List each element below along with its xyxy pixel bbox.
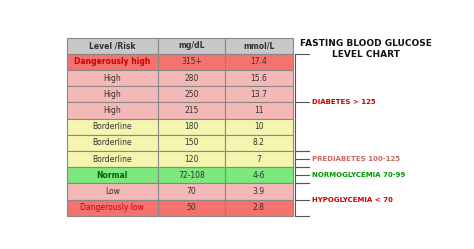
Text: High: High (103, 90, 121, 99)
Bar (225, 102, 292, 119)
Text: 3.9: 3.9 (253, 187, 265, 196)
Text: Dangerously high: Dangerously high (74, 57, 150, 66)
Text: 180: 180 (184, 122, 199, 131)
Bar (158, 102, 225, 119)
Text: Level /Risk: Level /Risk (89, 41, 136, 50)
Bar (158, 54, 225, 70)
Text: 70: 70 (187, 187, 196, 196)
Text: 10: 10 (254, 122, 264, 131)
Bar (158, 135, 225, 151)
Bar (158, 38, 225, 54)
Text: Borderline: Borderline (92, 122, 132, 131)
Bar (225, 135, 292, 151)
Bar (225, 119, 292, 135)
Text: Borderline: Borderline (92, 155, 132, 164)
Text: Dangerously low: Dangerously low (80, 203, 144, 212)
Bar (158, 119, 225, 135)
Bar (158, 167, 225, 184)
Text: 280: 280 (184, 73, 199, 83)
Text: DIABETES > 125: DIABETES > 125 (312, 99, 375, 105)
Bar (225, 184, 292, 200)
Bar (158, 86, 225, 102)
Text: Borderline: Borderline (92, 138, 132, 147)
Text: High: High (103, 106, 121, 115)
Text: mmol/L: mmol/L (243, 41, 274, 50)
Text: 150: 150 (184, 138, 199, 147)
Text: mg/dL: mg/dL (178, 41, 205, 50)
Bar (66, 135, 158, 151)
Bar (158, 70, 225, 86)
Bar (225, 200, 292, 216)
Text: 4-6: 4-6 (253, 171, 265, 180)
Bar (225, 151, 292, 167)
Bar (158, 151, 225, 167)
Text: Normal: Normal (97, 171, 128, 180)
Text: 72-108: 72-108 (178, 171, 205, 180)
Bar (66, 70, 158, 86)
Text: 250: 250 (184, 90, 199, 99)
Text: HYPOGLYCEMIA < 70: HYPOGLYCEMIA < 70 (312, 197, 393, 203)
Bar (66, 200, 158, 216)
Text: 8.2: 8.2 (253, 138, 265, 147)
Bar (225, 167, 292, 184)
Bar (66, 151, 158, 167)
Text: 11: 11 (254, 106, 264, 115)
Bar (66, 119, 158, 135)
Text: 15.6: 15.6 (250, 73, 267, 83)
Bar (66, 86, 158, 102)
Bar (225, 70, 292, 86)
Bar (66, 102, 158, 119)
Bar (158, 184, 225, 200)
Bar (225, 54, 292, 70)
Bar (158, 200, 225, 216)
Text: Low: Low (105, 187, 120, 196)
Text: 13.7: 13.7 (250, 90, 267, 99)
Text: NORMOGLYCEMIA 70-99: NORMOGLYCEMIA 70-99 (312, 172, 405, 178)
Text: 17.4: 17.4 (250, 57, 267, 66)
Bar (66, 54, 158, 70)
Bar (225, 86, 292, 102)
Text: FASTING BLOOD GLUCOSE
LEVEL CHART: FASTING BLOOD GLUCOSE LEVEL CHART (300, 40, 432, 59)
Bar (225, 38, 292, 54)
Bar (66, 167, 158, 184)
Bar (66, 184, 158, 200)
Text: PREDIABETES 100-125: PREDIABETES 100-125 (312, 156, 400, 162)
Text: 50: 50 (187, 203, 196, 212)
Text: High: High (103, 73, 121, 83)
Text: 215: 215 (184, 106, 199, 115)
Text: 120: 120 (184, 155, 199, 164)
Text: 315+: 315+ (181, 57, 202, 66)
Bar (66, 38, 158, 54)
Text: 2.8: 2.8 (253, 203, 265, 212)
Text: 7: 7 (256, 155, 261, 164)
